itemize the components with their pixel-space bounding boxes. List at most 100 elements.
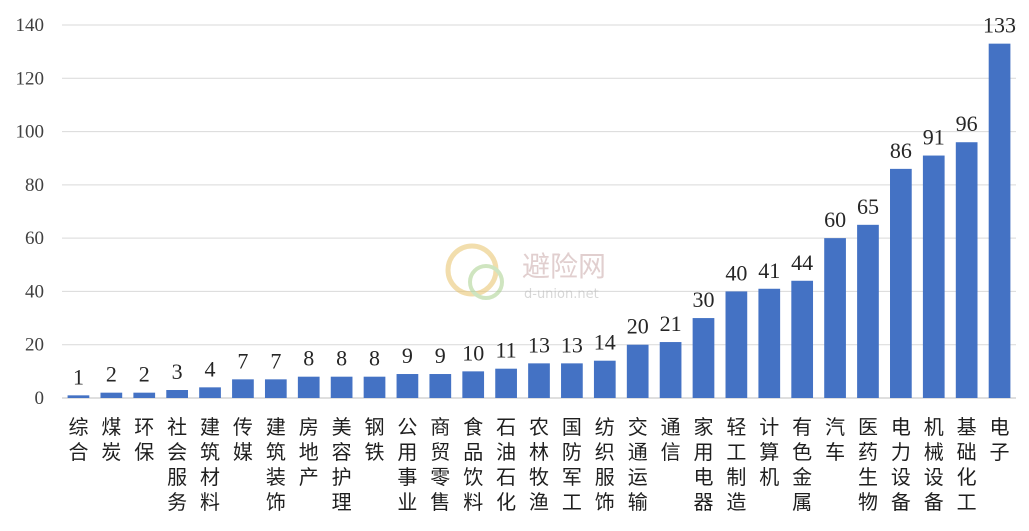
- bar: [857, 224, 879, 398]
- bars: [67, 43, 1011, 399]
- watermark-logo: 避险网 d-union.net: [445, 243, 606, 302]
- y-tick-label: 120: [16, 68, 45, 89]
- category-label: 基础化工: [957, 415, 977, 514]
- data-label: 21: [660, 311, 682, 336]
- category-label: 美容护理: [332, 415, 352, 514]
- bar: [429, 374, 452, 398]
- bar: [561, 363, 583, 398]
- y-tick-label: 140: [16, 15, 45, 36]
- data-label: 41: [758, 258, 780, 283]
- data-label: 9: [435, 343, 446, 368]
- data-label: 7: [270, 348, 281, 373]
- data-label: 14: [594, 330, 616, 355]
- data-label: 91: [923, 125, 945, 150]
- category-label: 有色金属: [792, 415, 812, 514]
- bar: [199, 387, 221, 398]
- data-label: 40: [725, 260, 747, 285]
- y-tick-label: 60: [25, 228, 44, 249]
- category-label: 建筑材料: [200, 415, 220, 514]
- bar: [791, 280, 814, 398]
- bar: [659, 342, 682, 398]
- category-label: 机械设备: [924, 415, 944, 514]
- bar: [988, 43, 1011, 399]
- bar: [330, 376, 353, 398]
- data-label: 86: [890, 138, 912, 163]
- category-label: 公用事业: [397, 415, 417, 514]
- bar: [232, 379, 254, 398]
- bar: [396, 374, 419, 398]
- bar: [363, 376, 386, 398]
- bar: [100, 392, 123, 398]
- category-label: 社会服务: [167, 415, 187, 514]
- data-label: 7: [237, 348, 248, 373]
- bar: [166, 390, 188, 398]
- data-label: 9: [402, 343, 413, 368]
- data-label: 4: [205, 356, 216, 381]
- data-label: 8: [336, 346, 347, 371]
- bar: [264, 379, 287, 398]
- category-label: 国防军工: [562, 415, 582, 514]
- bar: [593, 360, 616, 398]
- data-label: 13: [561, 332, 583, 357]
- bar: [462, 371, 485, 398]
- category-label: 医药生物: [858, 415, 878, 514]
- data-label: 13: [528, 332, 550, 357]
- category-label: 计算机: [759, 415, 779, 489]
- category-label: 家用电器: [693, 415, 713, 514]
- x-axis-categories: 综合煤炭环保社会服务建筑材料传媒建筑装饰房地产美容护理钢铁公用事业商贸零售食品饮…: [68, 415, 1009, 514]
- category-label: 电力设备: [891, 415, 911, 514]
- y-tick-label: 20: [25, 335, 44, 356]
- data-label: 1: [73, 364, 84, 389]
- bar: [495, 368, 517, 398]
- bar: [626, 344, 649, 398]
- category-label: 电子: [990, 415, 1010, 464]
- bar: [297, 376, 320, 398]
- data-label: 96: [956, 111, 978, 136]
- bar: [133, 392, 156, 398]
- category-label: 通信: [661, 415, 681, 464]
- data-label: 11: [496, 338, 517, 363]
- category-label: 交通运输: [628, 415, 648, 514]
- data-label: 8: [303, 346, 314, 371]
- y-tick-label: 80: [25, 175, 44, 196]
- category-label: 轻工制造: [726, 415, 746, 514]
- category-label: 综合: [68, 415, 88, 464]
- category-label: 房地产: [299, 415, 319, 489]
- category-label: 石油石化: [496, 415, 516, 514]
- bar: [890, 168, 912, 398]
- watermark-subtext: d-union.net: [524, 287, 599, 302]
- bar: [955, 142, 978, 398]
- y-tick-label: 0: [35, 388, 45, 409]
- bar: [758, 288, 781, 398]
- data-label: 3: [172, 359, 183, 384]
- data-label: 20: [627, 314, 649, 339]
- data-label: 10: [462, 340, 484, 365]
- bar: [922, 155, 945, 398]
- data-label: 65: [857, 194, 879, 219]
- data-label: 2: [106, 362, 117, 387]
- category-label: 钢铁: [365, 415, 385, 464]
- category-label: 食品饮料: [463, 415, 483, 514]
- y-axis-ticks: 0 20 40 60 80 100 120 140: [16, 15, 45, 409]
- data-label: 60: [824, 207, 846, 232]
- category-label: 农林牧渔: [529, 415, 549, 514]
- category-label: 建筑装饰: [266, 415, 286, 514]
- bar: [824, 238, 846, 398]
- data-label: 133: [983, 13, 1016, 38]
- bar: [725, 291, 748, 398]
- category-label: 传媒: [233, 415, 253, 464]
- bar: [692, 318, 715, 398]
- y-tick-label: 100: [16, 122, 45, 143]
- data-label: 30: [692, 287, 714, 312]
- bar: [67, 395, 90, 398]
- data-label: 44: [791, 250, 813, 275]
- category-label: 汽车: [825, 415, 845, 464]
- y-tick-label: 40: [25, 281, 44, 302]
- category-label: 纺织服饰: [595, 415, 615, 514]
- data-label: 8: [369, 346, 380, 371]
- category-label: 煤炭: [101, 415, 121, 464]
- watermark-text: 避险网: [522, 250, 606, 283]
- category-label: 环保: [134, 415, 154, 464]
